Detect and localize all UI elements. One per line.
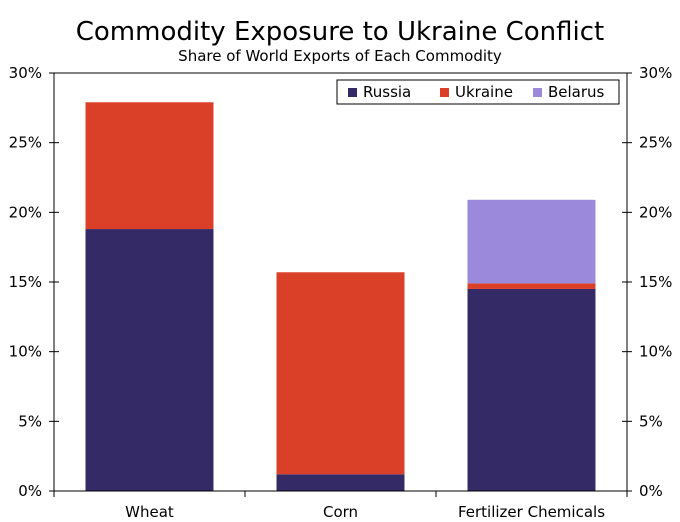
y-tick-label-left: 30%: [9, 64, 42, 82]
y-tick-label-right: 0%: [639, 482, 663, 500]
legend-swatch-russia: [348, 88, 357, 97]
bars-group: [85, 102, 596, 492]
x-tick-label: Wheat: [125, 503, 174, 521]
bar-ukraine-wheat: [85, 102, 214, 230]
y-tick-label-right: 15%: [639, 273, 672, 291]
legend-label-belarus: Belarus: [548, 83, 605, 101]
legend: Russia Ukraine Belarus: [336, 79, 620, 105]
chart-title: Commodity Exposure to Ukraine Conflict: [76, 17, 605, 47]
legend-swatch-belarus: [533, 88, 542, 97]
x-tick-label: Fertilizer Chemicals: [458, 503, 605, 521]
x-tick-label: Corn: [323, 503, 358, 521]
y-tick-label-left: 15%: [9, 273, 42, 291]
y-tick-label-left: 5%: [18, 412, 42, 430]
y-tick-label-right: 30%: [639, 64, 672, 82]
legend-box: [336, 79, 620, 105]
y-tick-label-left: 10%: [9, 343, 42, 361]
chart-subtitle: Share of World Exports of Each Commodity: [178, 47, 502, 65]
bar-ukraine-fertilizer-chemicals: [467, 283, 596, 289]
y-tick-label-left: 0%: [18, 482, 42, 500]
legend-swatch-ukraine: [440, 88, 449, 97]
legend-label-russia: Russia: [363, 83, 411, 101]
y-tick-label-right: 20%: [639, 203, 672, 221]
bar-belarus-fertilizer-chemicals: [467, 199, 596, 284]
bar-russia-corn: [276, 474, 405, 491]
bar-ukraine-corn: [276, 272, 405, 475]
y-tick-label-left: 20%: [9, 203, 42, 221]
y-tick-label-right: 25%: [639, 134, 672, 152]
y-tick-label-right: 5%: [639, 412, 663, 430]
axes-group: 0% 0% 5% 5% 10% 10% 15% 15% 20% 20% 25% 25% 30% 30% Wh…: [9, 64, 673, 521]
bar-russia-fertilizer-chemicals: [467, 288, 596, 491]
legend-label-ukraine: Ukraine: [455, 83, 513, 101]
y-tick-label-left: 25%: [9, 134, 42, 152]
bar-russia-wheat: [85, 229, 214, 492]
y-tick-label-right: 10%: [639, 343, 672, 361]
